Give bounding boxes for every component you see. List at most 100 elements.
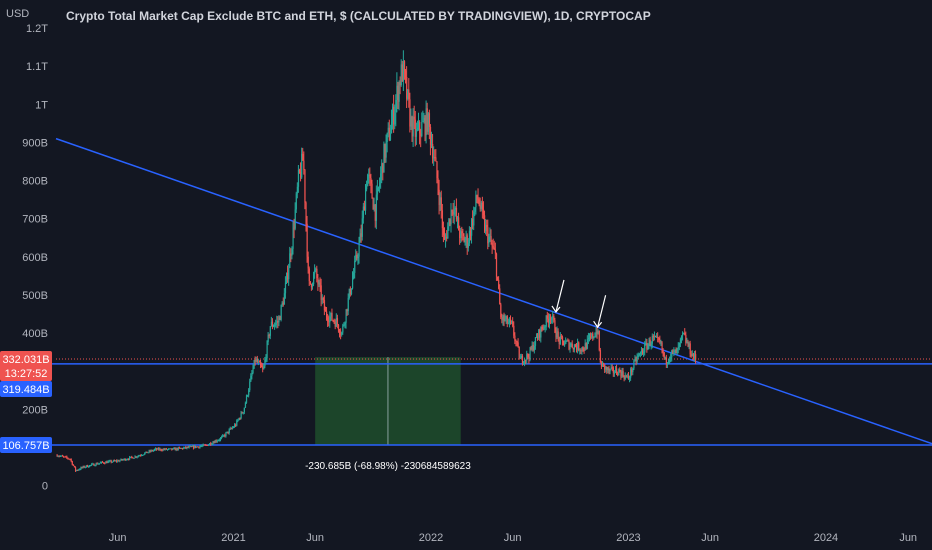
- x-axis[interactable]: Jun 2021 Jun 2022 Jun 2023 Jun 2024 Jun: [109, 532, 917, 544]
- candle-body: [662, 350, 664, 353]
- candle-body: [169, 448, 171, 450]
- candle-body: [388, 127, 391, 140]
- candle-body: [251, 372, 253, 376]
- candle-body: [71, 461, 73, 465]
- candle-body: [574, 344, 577, 347]
- candle-body: [244, 402, 247, 408]
- candle-body: [239, 418, 241, 420]
- horizontal-lines[interactable]: [0, 358, 932, 446]
- candle-body: [136, 456, 138, 458]
- candle-body: [468, 230, 471, 244]
- candle-body: [437, 178, 439, 190]
- candle-body: [419, 121, 421, 134]
- x-tick-label: 2023: [616, 532, 640, 544]
- candle-body: [612, 367, 615, 373]
- candle-body: [129, 457, 131, 460]
- candle-body: [676, 348, 678, 354]
- candle-body: [474, 207, 476, 212]
- candle-body: [290, 253, 292, 256]
- candle-body: [146, 451, 148, 453]
- candle-body: [287, 272, 289, 280]
- line-tag-label: 106.757B: [2, 440, 49, 452]
- candle-body: [269, 326, 271, 336]
- candle-body: [160, 448, 162, 451]
- x-tick-label: 2024: [814, 532, 838, 544]
- candle-body: [636, 357, 638, 362]
- candle-body: [592, 333, 594, 339]
- candle-body: [674, 349, 676, 351]
- candle-body: [484, 215, 486, 231]
- candle-body: [215, 440, 217, 442]
- candle-body: [241, 412, 243, 414]
- candle-body: [427, 113, 429, 132]
- candle-body: [521, 356, 524, 364]
- candle-body: [80, 467, 82, 470]
- candle-body: [90, 464, 92, 466]
- candle-body: [104, 463, 106, 465]
- candle-body: [597, 330, 599, 334]
- y-tick-label: 400B: [22, 328, 48, 340]
- candle-body: [355, 254, 357, 261]
- candle-body: [394, 112, 396, 125]
- candle-body: [557, 331, 559, 338]
- candle-body: [357, 256, 359, 259]
- candle-body: [86, 465, 89, 467]
- candle-body: [271, 321, 274, 327]
- candle-body: [178, 447, 181, 449]
- candle-body: [232, 427, 235, 429]
- candle-body: [553, 315, 555, 321]
- candle-body: [617, 373, 619, 376]
- candle-body: [390, 121, 393, 134]
- candle-body: [416, 128, 419, 130]
- annotation-arrows[interactable]: [551, 279, 607, 329]
- y-tick-label: 600B: [22, 252, 48, 264]
- candle-body: [442, 228, 445, 235]
- candle-body: [688, 343, 690, 347]
- candle-body: [278, 317, 280, 323]
- candle-body: [336, 318, 339, 325]
- candle-body: [222, 435, 224, 437]
- candle-body: [113, 460, 116, 462]
- candle-body: [426, 108, 428, 132]
- candle-body: [423, 118, 425, 122]
- candle-body: [650, 343, 652, 346]
- candle-body: [401, 64, 403, 82]
- candle-body: [83, 466, 85, 468]
- candle-body: [323, 300, 326, 311]
- candle-body: [569, 345, 571, 350]
- candle-body: [213, 442, 215, 444]
- candle-body: [314, 270, 316, 274]
- candle-body: [92, 463, 94, 465]
- candle-body: [311, 284, 314, 288]
- candle-body: [682, 333, 684, 336]
- candle-body: [524, 359, 526, 363]
- candle-body: [537, 337, 539, 339]
- candle-body: [499, 288, 501, 305]
- candle-body: [515, 340, 517, 342]
- candle-body: [76, 469, 78, 471]
- candle-body: [487, 227, 489, 244]
- candle-body: [145, 451, 147, 453]
- candle-body: [354, 260, 356, 273]
- candle-body: [197, 446, 199, 448]
- candle-body: [230, 428, 233, 430]
- candle-body: [368, 174, 370, 176]
- candle-body: [519, 358, 521, 360]
- candle-body: [600, 362, 603, 367]
- candle-body: [619, 369, 621, 372]
- candle-body: [398, 82, 400, 102]
- trendline-layer[interactable]: [55, 137, 932, 445]
- candle-body: [56, 455, 58, 457]
- y-axis[interactable]: 0 200B 400B 500B 600B 700B 800B 900B 1T 1.1T 1.2T: [22, 23, 48, 493]
- candle-body: [137, 455, 139, 457]
- candle-body: [675, 349, 677, 354]
- x-tick-label: 2022: [419, 532, 443, 544]
- candle-body: [291, 248, 293, 256]
- candle-body: [580, 350, 582, 352]
- measure-tool[interactable]: -230.685B (-68.98%) -230684589623: [305, 357, 471, 472]
- candle-body: [566, 340, 568, 342]
- candle-body: [382, 163, 384, 173]
- candle-body: [151, 450, 154, 452]
- x-tick-label: Jun: [899, 532, 917, 544]
